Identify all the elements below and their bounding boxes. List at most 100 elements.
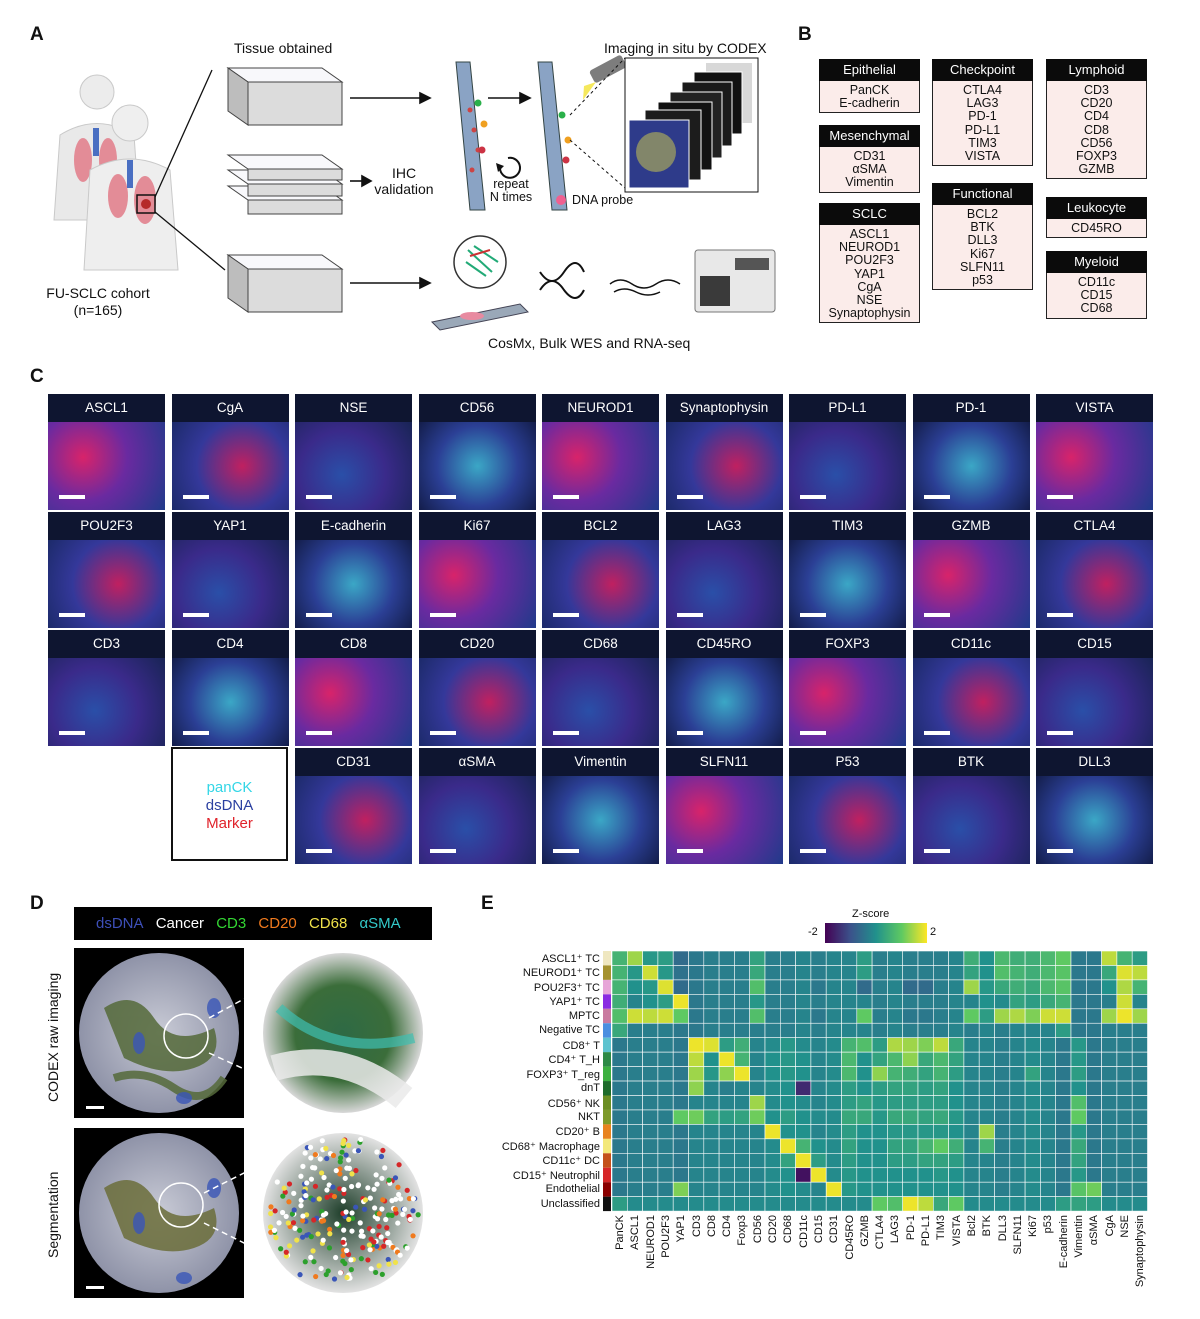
marker-tile-image	[1036, 540, 1153, 628]
heatmap-cell	[1131, 1167, 1148, 1183]
marker-tile-label: CTLA4	[1036, 512, 1153, 540]
marker-name: αSMA	[852, 162, 887, 177]
segmented-cell	[415, 1212, 421, 1218]
segmented-cell	[285, 1220, 291, 1226]
segmented-cell	[304, 1232, 310, 1238]
heatmap-cell	[749, 1066, 766, 1082]
heatmap-cell	[626, 1181, 643, 1197]
heatmap-cell	[688, 1037, 705, 1053]
heatmap-row-label: MPTC	[568, 1009, 600, 1022]
heatmap-cell	[795, 950, 812, 966]
marker-tile-label: CD15	[1036, 630, 1153, 658]
heatmap-cell	[841, 1051, 858, 1067]
segmented-cell	[389, 1212, 395, 1218]
heatmap-cell	[672, 1138, 689, 1154]
heatmap-cell	[932, 1051, 949, 1067]
heatmap-cell	[810, 1008, 827, 1024]
heatmap-cell	[611, 1037, 628, 1053]
segmented-cell	[357, 1220, 363, 1226]
heatmap-cell	[994, 1196, 1011, 1212]
segmented-cell	[273, 1235, 279, 1241]
marker-tile-label: TIM3	[789, 512, 906, 540]
segmented-cell	[311, 1259, 317, 1265]
marker-group-items: CD11c CD15 CD68	[1046, 273, 1147, 319]
heatmap-cell	[626, 979, 643, 995]
heatmap-cell	[764, 1167, 781, 1183]
heatmap-cell	[1131, 1051, 1148, 1067]
segmented-cell	[268, 1204, 274, 1210]
marker-name: TIM3	[968, 135, 997, 150]
heatmap-cell	[902, 1022, 919, 1038]
segmented-cell	[374, 1216, 381, 1222]
heatmap-cell	[1055, 1167, 1072, 1183]
heatmap-cell	[642, 1153, 659, 1169]
segmented-cell	[326, 1245, 333, 1251]
row-color-swatch	[603, 1109, 611, 1125]
heatmap-cell	[887, 1181, 904, 1197]
heatmap-cell	[902, 1138, 919, 1154]
marker-tile: PD-L1	[789, 394, 906, 510]
marker-tile-label: CD20	[418, 630, 536, 658]
heatmap-cell	[1070, 1080, 1087, 1096]
heatmap-cell	[902, 979, 919, 995]
heatmap-cell	[932, 1138, 949, 1154]
scale-bar	[306, 495, 332, 499]
heatmap-cell	[948, 1080, 965, 1096]
segmented-cell	[389, 1198, 395, 1204]
heatmap-cell	[779, 1181, 796, 1197]
colorbar-max: 2	[930, 926, 937, 938]
marker-tile-image	[418, 422, 536, 510]
heatmap-cell	[871, 1167, 888, 1183]
heatmap-cell	[779, 1124, 796, 1140]
heatmap-cell	[856, 1008, 873, 1024]
heatmap-cell	[672, 1008, 689, 1024]
heatmap-cell	[856, 1153, 873, 1169]
heatmap-column-label: PD-L1	[920, 1215, 932, 1247]
marker-group-epithelial: Epithelial PanCK E-cadherin	[819, 59, 920, 114]
heatmap-cell	[948, 1167, 965, 1183]
marker-name: CgA	[857, 279, 882, 294]
cohort-label: FU-SCLC cohort (n=165)	[46, 285, 150, 318]
marker-tile-image	[789, 422, 906, 510]
heatmap-cell	[734, 1181, 751, 1197]
marker-name: CD8	[1083, 122, 1109, 137]
heatmap-cell	[1024, 1153, 1041, 1169]
heatmap-cell	[718, 1196, 735, 1212]
marker-tile: VISTA	[1036, 394, 1153, 510]
segmented-cell	[272, 1208, 278, 1214]
heatmap-cell	[917, 1181, 934, 1197]
heatmap-cell	[1055, 1124, 1072, 1140]
heatmap-cell	[657, 1008, 674, 1024]
marker-tile: BTK	[912, 748, 1030, 864]
heatmap-cell	[856, 1196, 873, 1212]
heatmap-cell	[764, 994, 781, 1010]
heatmap-cell	[1131, 965, 1148, 981]
heatmap-cell	[611, 965, 628, 981]
marker-group-title: Epithelial	[819, 59, 920, 81]
heatmap-cell	[825, 1124, 842, 1140]
segmented-cell	[331, 1276, 338, 1282]
heatmap-cell	[948, 1196, 965, 1212]
marker-tile-image	[665, 776, 783, 864]
heatmap-cell	[917, 1124, 934, 1140]
heatmap-cell	[978, 1138, 995, 1154]
heatmap-cell	[749, 1037, 766, 1053]
heatmap-cell	[1040, 965, 1057, 981]
heatmap-row-label: Negative TC	[539, 1024, 600, 1037]
segmented-cell	[379, 1175, 385, 1181]
marker-tile: CD4	[171, 630, 289, 746]
heatmap-cell	[764, 1051, 781, 1067]
heatmap-column-label: VISTA	[950, 1215, 963, 1247]
heatmap-column-label: p53	[1042, 1215, 1055, 1234]
segmented-cell	[283, 1249, 289, 1255]
segmented-cell	[319, 1138, 325, 1144]
heatmap-cell	[1131, 1037, 1148, 1053]
heatmap-cell	[887, 1153, 904, 1169]
heatmap-cell	[1086, 1196, 1102, 1212]
heatmap-cell	[672, 1051, 689, 1067]
marker-tile-image	[171, 540, 289, 628]
heatmap-cell	[948, 1181, 965, 1197]
heatmap-cell	[810, 1022, 827, 1038]
heatmap-cell	[1009, 994, 1026, 1010]
heatmap-cell	[948, 1022, 965, 1038]
